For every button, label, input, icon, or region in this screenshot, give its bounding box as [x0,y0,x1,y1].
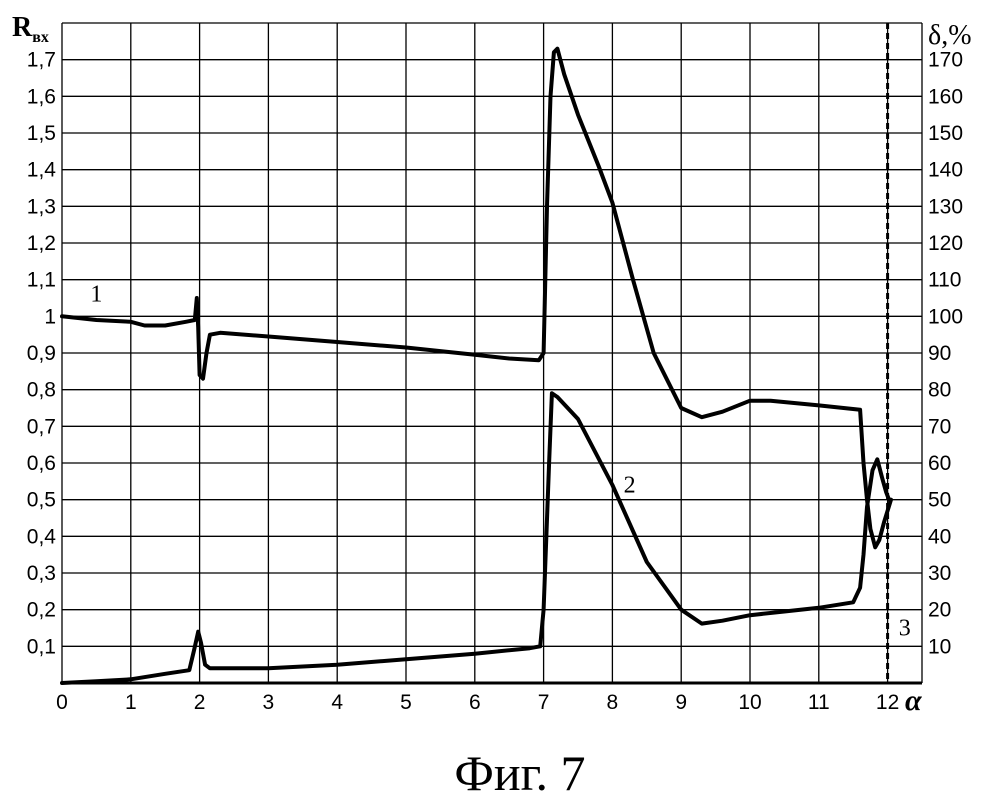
y-left-tick-label: 0,9 [27,342,56,365]
y-left-tick-label: 1,7 [27,49,56,72]
y-right-tick-label: 20 [928,599,951,622]
y-left-tick-label: 1,5 [27,122,56,145]
y-left-tick-label: 1,2 [27,232,56,255]
x-axis-label: α [905,684,922,717]
y-left-tick-label: 1,3 [27,195,56,218]
y-right-tick-label: 150 [928,122,963,145]
curve-label-2: 2 [624,472,636,498]
y-left-tick-label: 1,6 [27,85,56,108]
x-tick-label: 7 [538,691,550,714]
y-left-tick-label: 0,7 [27,415,56,438]
y-left-tick-label: 0,6 [27,452,56,475]
y-right-tick-label: 10 [928,635,951,658]
y-right-tick-label: 110 [928,269,961,292]
tick-labels: 01234567891011120,10,20,30,40,50,60,70,8… [27,49,963,714]
y-right-tick-label: 50 [928,489,951,512]
y-left-axis-label-main: R [12,12,33,43]
grid-lines [62,23,922,683]
series-2-line [62,393,889,683]
y-right-tick-label: 60 [928,452,951,475]
x-tick-label: 9 [675,691,687,714]
y-left-tick-label: 0,3 [27,562,56,585]
y-left-tick-label: 1,4 [27,159,57,182]
y-left-tick-label: 1,1 [27,269,56,292]
x-tick-label: 6 [469,691,481,714]
y-left-tick-label: 0,2 [27,599,56,622]
x-tick-label: 5 [400,691,412,714]
y-right-tick-label: 30 [928,562,951,585]
y-right-tick-label: 130 [928,195,963,218]
series-1-line [62,49,891,548]
y-left-tick-label: 1 [44,305,56,328]
x-tick-label: 1 [125,691,137,714]
x-tick-label: 10 [738,691,761,714]
x-tick-label: 0 [56,691,68,714]
x-tick-label: 4 [331,691,343,714]
y-right-tick-label: 140 [928,159,963,182]
curve-label-3: 3 [899,615,911,641]
x-tick-label: 11 [808,691,830,714]
figure-caption: Фиг. 7 [454,745,585,797]
y-right-axis-label: δ,% [928,20,972,51]
y-left-tick-label: 0,5 [27,489,56,512]
y-right-tick-label: 170 [928,49,963,72]
x-tick-label: 2 [194,691,206,714]
y-right-tick-label: 40 [928,525,951,548]
y-left-axis-label-sub: вх [32,29,49,46]
y-right-tick-label: 90 [928,342,951,365]
y-right-tick-label: 80 [928,379,951,402]
y-right-tick-label: 70 [928,415,951,438]
x-tick-label: 12 [876,691,899,714]
y-left-axis-label: Rвх [12,12,49,46]
y-left-tick-label: 0,4 [27,525,57,548]
curve-label-1: 1 [90,282,102,308]
y-left-tick-label: 0,1 [27,635,56,658]
x-tick-label: 8 [607,691,619,714]
x-tick-label: 3 [263,691,275,714]
y-right-tick-label: 160 [928,85,963,108]
y-right-tick-label: 120 [928,232,963,255]
y-left-tick-label: 0,8 [27,379,56,402]
y-right-tick-label: 100 [928,305,963,328]
